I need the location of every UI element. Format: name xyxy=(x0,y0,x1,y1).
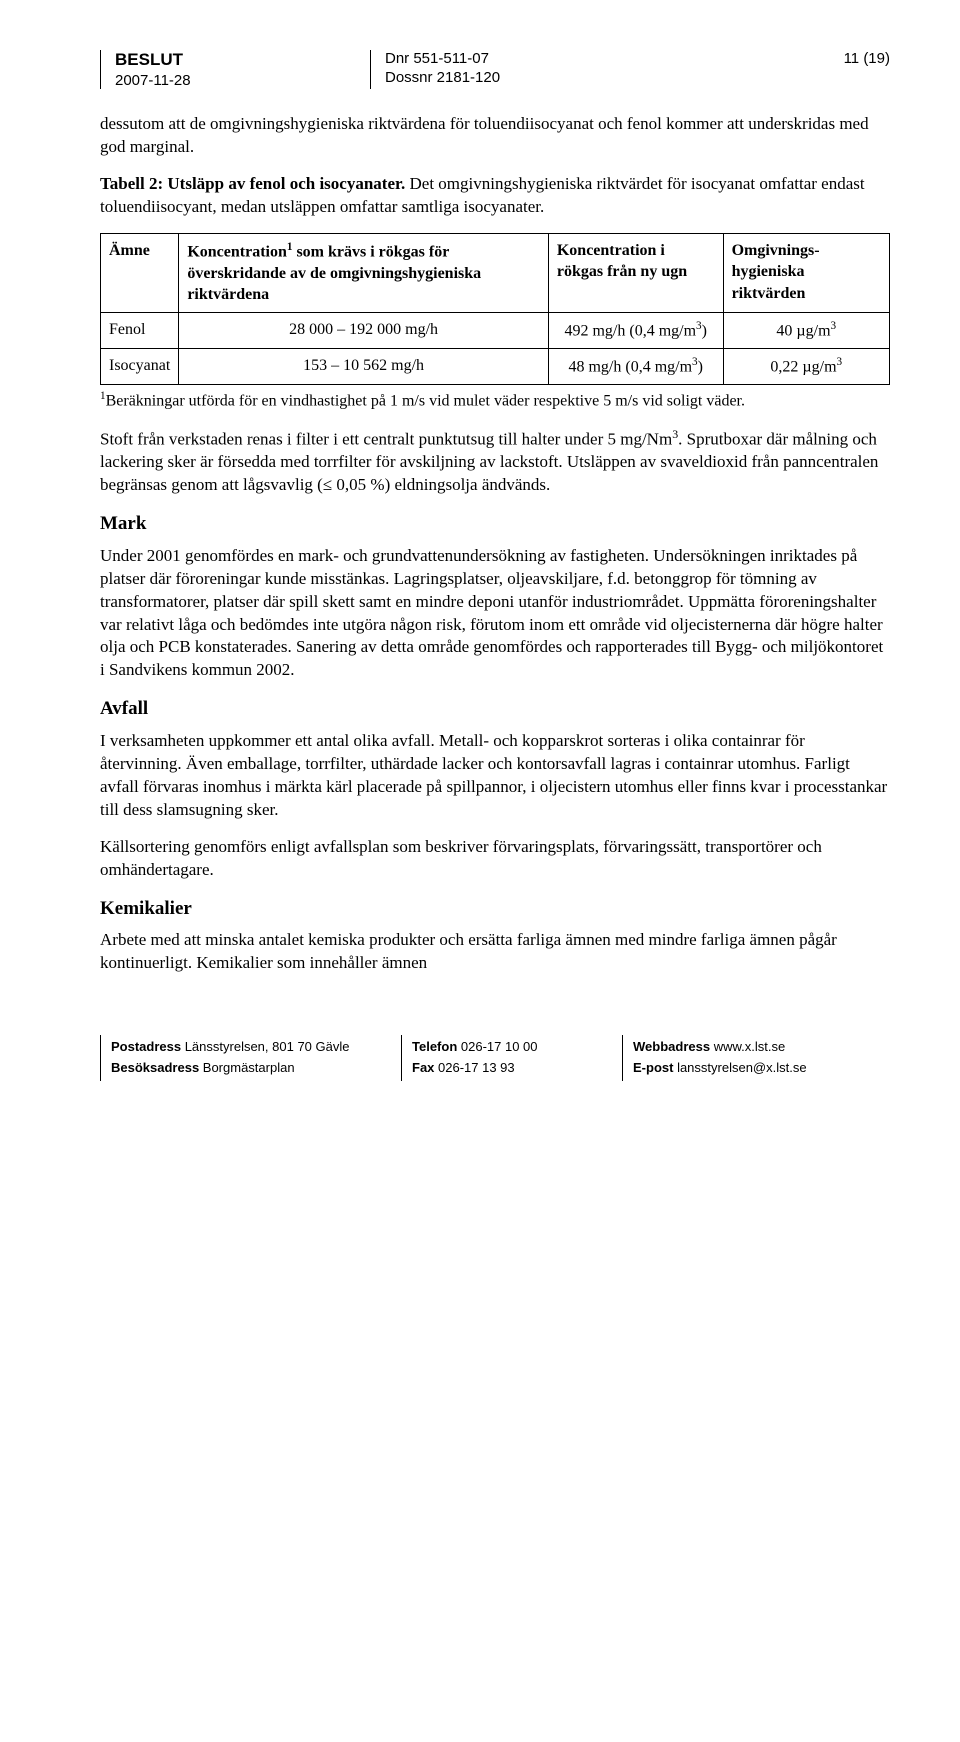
table-row: Fenol 28 000 – 192 000 mg/h 492 mg/h (0,… xyxy=(101,312,890,348)
doc-date: 2007-11-28 xyxy=(115,72,370,89)
col-riktvarden: Omgivnings-hygieniska riktvärden xyxy=(723,233,889,312)
section-avfall: Avfall xyxy=(100,696,890,722)
webbadress-value: www.x.lst.se xyxy=(710,1039,785,1054)
webbadress-label: Webbadress xyxy=(633,1039,710,1054)
postadress-label: Postadress xyxy=(111,1039,181,1054)
stoft-paragraph: Stoft från verkstaden renas i filter i e… xyxy=(100,426,890,497)
table-caption: Tabell 2: Utsläpp av fenol och isocyanat… xyxy=(100,173,890,219)
telefon-label: Telefon xyxy=(412,1039,457,1054)
section-kemikalier: Kemikalier xyxy=(100,896,890,922)
postadress-value: Länsstyrelsen, 801 70 Gävle xyxy=(181,1039,349,1054)
fax-value: 026-17 13 93 xyxy=(434,1060,514,1075)
col-koncentration-rokgas: Koncentration i rökgas från ny ugn xyxy=(548,233,723,312)
page-header: BESLUT 2007-11-28 Dnr 551-511-07 11 (19)… xyxy=(100,50,890,89)
section-mark: Mark xyxy=(100,511,890,537)
epost-label: E-post xyxy=(633,1060,673,1075)
doc-type: BESLUT xyxy=(115,50,370,70)
table-footnote: 1Beräkningar utförda för en vindhastighe… xyxy=(100,389,890,412)
telefon-value: 026-17 10 00 xyxy=(457,1039,537,1054)
fax-label: Fax xyxy=(412,1060,434,1075)
intro-paragraph: dessutom att de omgivningshygieniska rik… xyxy=(100,113,890,159)
besoksadress-value: Borgmästarplan xyxy=(199,1060,294,1075)
avfall-paragraph-2: Källsortering genomförs enligt avfallspl… xyxy=(100,836,890,882)
kemikalier-paragraph: Arbete med att minska antalet kemiska pr… xyxy=(100,929,890,975)
doc-dnr: Dnr 551-511-07 xyxy=(385,50,489,67)
mark-paragraph: Under 2001 genomfördes en mark- och grun… xyxy=(100,545,890,683)
table-header-row: Ämne Koncentration1 som krävs i rökgas f… xyxy=(101,233,890,312)
page-footer: Postadress Länsstyrelsen, 801 70 Gävle B… xyxy=(100,1035,890,1081)
table-row: Isocyanat 153 – 10 562 mg/h 48 mg/h (0,4… xyxy=(101,348,890,384)
besoksadress-label: Besöksadress xyxy=(111,1060,199,1075)
emissions-table: Ämne Koncentration1 som krävs i rökgas f… xyxy=(100,233,890,385)
col-amne: Ämne xyxy=(101,233,179,312)
epost-value: lansstyrelsen@x.lst.se xyxy=(673,1060,806,1075)
col-koncentration-kravs: Koncentration1 som krävs i rökgas för öv… xyxy=(179,233,549,312)
avfall-paragraph-1: I verksamheten uppkommer ett antal olika… xyxy=(100,730,890,822)
page-number: 11 (19) xyxy=(844,50,890,67)
doc-dossnr: Dossnr 2181-120 xyxy=(385,69,890,86)
